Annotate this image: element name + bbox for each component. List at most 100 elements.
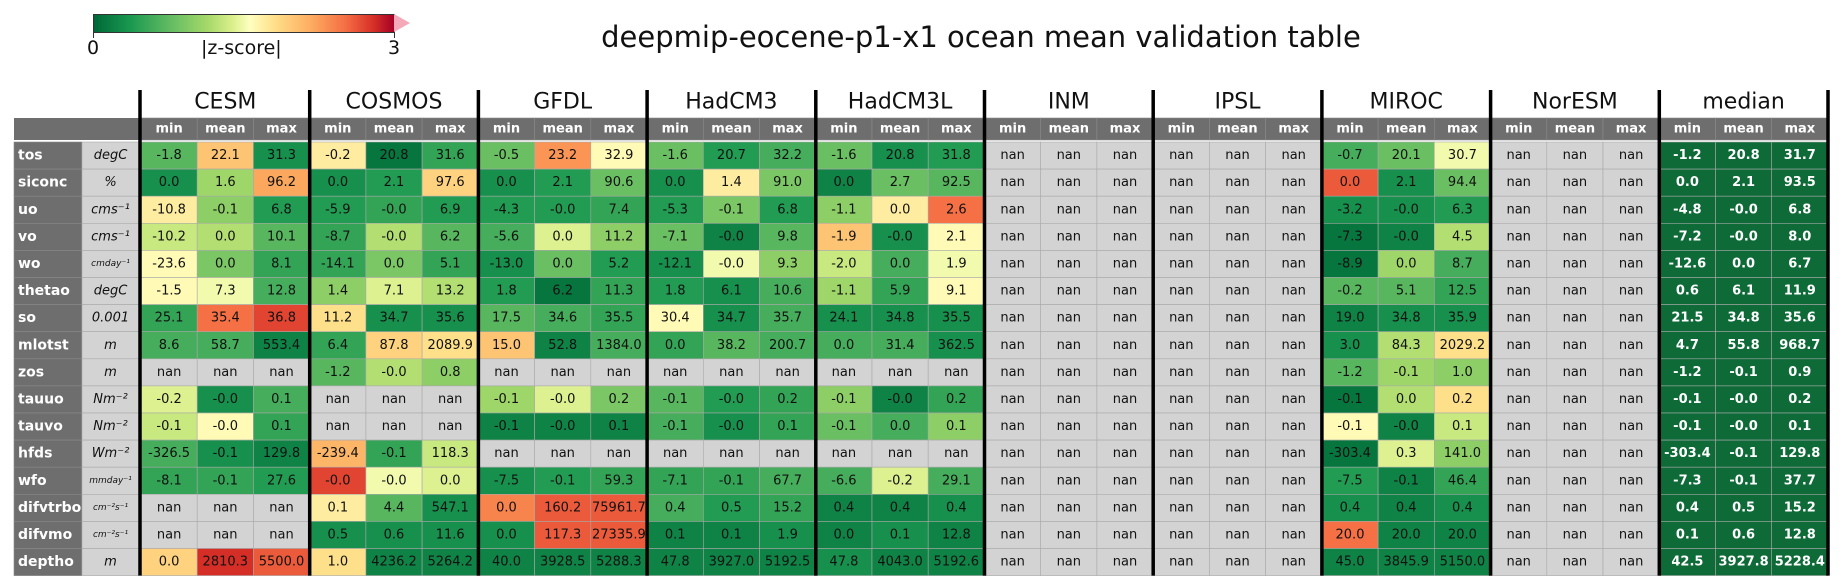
table-cell bbox=[1659, 223, 1716, 251]
cell-value: 45.0 bbox=[1336, 555, 1365, 570]
cell-value: nan bbox=[1225, 419, 1249, 434]
cell-value: 2.1 bbox=[946, 229, 967, 244]
cell-value: nan bbox=[1506, 256, 1530, 271]
cell-value: 1.9 bbox=[946, 256, 967, 271]
table-cell bbox=[1715, 250, 1773, 278]
table-cell bbox=[1152, 195, 1210, 224]
cell-value: nan bbox=[1169, 555, 1193, 570]
table-cell bbox=[1321, 385, 1379, 414]
colorbar-min-label: 0 bbox=[87, 37, 100, 59]
cell-value: 11.2 bbox=[323, 311, 352, 326]
cell-value: nan bbox=[1225, 527, 1249, 542]
cell-value: 0.4 bbox=[890, 500, 911, 515]
stat-header-min: min bbox=[830, 122, 857, 137]
cell-value: -0.0 bbox=[1729, 392, 1757, 407]
cell-value: nan bbox=[550, 365, 574, 380]
table-cell bbox=[590, 250, 648, 278]
cell-value: -10.2 bbox=[152, 229, 186, 244]
row-label-wfo: wfo bbox=[18, 473, 47, 489]
table-cell bbox=[759, 466, 817, 495]
cell-value: 0.1 bbox=[946, 419, 967, 434]
cell-value: 0.5 bbox=[327, 527, 348, 542]
unit-cell bbox=[81, 168, 140, 197]
table-cell bbox=[1321, 358, 1379, 387]
stat-header-mean: mean bbox=[1217, 122, 1257, 137]
cell-value: nan bbox=[1057, 148, 1081, 163]
cell-value: nan bbox=[213, 500, 237, 515]
cell-value: nan bbox=[1169, 338, 1193, 353]
cell-value: nan bbox=[1113, 365, 1137, 380]
cell-value: nan bbox=[1281, 500, 1305, 515]
table-cell bbox=[1377, 439, 1435, 468]
cell-value: -0.0 bbox=[550, 392, 575, 407]
table-cell bbox=[646, 493, 704, 522]
table-cell bbox=[1434, 412, 1491, 441]
cell-value: nan bbox=[1619, 419, 1643, 434]
cell-value: nan bbox=[1057, 419, 1081, 434]
row-label-difvmo: difvmo bbox=[18, 527, 73, 543]
cell-value: nan bbox=[1225, 311, 1249, 326]
cell-value: -303.4 bbox=[1329, 446, 1371, 461]
cell-value: 0.1 bbox=[609, 419, 630, 434]
cell-value: 21.5 bbox=[1671, 311, 1703, 326]
cell-value: nan bbox=[1057, 229, 1081, 244]
table-cell bbox=[1715, 223, 1773, 251]
cell-value: nan bbox=[1000, 473, 1024, 488]
cell-value: 0.9 bbox=[1788, 365, 1811, 380]
table-cell bbox=[1434, 195, 1491, 224]
table-cell bbox=[702, 466, 760, 495]
cell-value: 0.2 bbox=[1788, 392, 1811, 407]
table-cell bbox=[1040, 439, 1098, 468]
cell-value: nan bbox=[1506, 527, 1530, 542]
unit-siconc: % bbox=[104, 175, 116, 190]
table-cell bbox=[1209, 304, 1266, 333]
cell-value: nan bbox=[1563, 500, 1587, 515]
cell-value: 1.0 bbox=[327, 555, 348, 570]
cell-value: -0.0 bbox=[381, 473, 406, 488]
table-cell bbox=[815, 521, 873, 549]
cell-value: -0.1 bbox=[381, 446, 406, 461]
cell-value: nan bbox=[550, 446, 574, 461]
cell-value: 0.0 bbox=[1340, 175, 1361, 190]
table-cell bbox=[421, 304, 479, 333]
table-cell bbox=[1771, 195, 1829, 224]
colorbar-max-label: 3 bbox=[388, 37, 401, 59]
cell-value: nan bbox=[944, 446, 968, 461]
cell-value: nan bbox=[1169, 175, 1193, 190]
cell-value: -5.3 bbox=[663, 202, 688, 217]
cell-value: 547.1 bbox=[432, 500, 469, 515]
table-cell bbox=[309, 493, 367, 522]
cell-value: 6.4 bbox=[327, 338, 348, 353]
table-cell bbox=[927, 277, 985, 305]
cell-value: 20.0 bbox=[1336, 527, 1365, 542]
table-cell bbox=[140, 277, 198, 305]
stat-header-min: min bbox=[324, 122, 351, 137]
cell-value: 6.9 bbox=[440, 202, 461, 217]
table-cell bbox=[646, 331, 704, 360]
cell-value: nan bbox=[1057, 527, 1081, 542]
row-label-vo: vo bbox=[18, 229, 37, 245]
cell-value: nan bbox=[1057, 256, 1081, 271]
stat-header-max: max bbox=[1784, 122, 1815, 137]
cell-value: nan bbox=[1113, 175, 1137, 190]
table-cell bbox=[1096, 521, 1154, 549]
table-cell bbox=[1265, 223, 1323, 251]
cell-value: -1.2 bbox=[325, 365, 350, 380]
cell-value: -7.1 bbox=[663, 473, 688, 488]
cell-value: 0.1 bbox=[721, 527, 742, 542]
stat-header-max: max bbox=[1616, 122, 1647, 137]
cell-value: 29.1 bbox=[942, 473, 971, 488]
table-cell bbox=[196, 304, 254, 333]
table-cell bbox=[1771, 548, 1829, 576]
cell-value: 58.7 bbox=[211, 338, 240, 353]
table-cell bbox=[1152, 141, 1210, 170]
cell-value: 5288.3 bbox=[596, 555, 642, 570]
cell-value: 4.4 bbox=[384, 500, 405, 515]
row-label-deptho: deptho bbox=[18, 554, 74, 570]
cell-value: nan bbox=[1506, 311, 1530, 326]
cell-value: nan bbox=[1563, 148, 1587, 163]
model-header-inm: INM bbox=[1048, 90, 1090, 115]
cell-value: nan bbox=[213, 365, 237, 380]
cell-value: nan bbox=[1000, 202, 1024, 217]
table-cell bbox=[984, 521, 1042, 549]
